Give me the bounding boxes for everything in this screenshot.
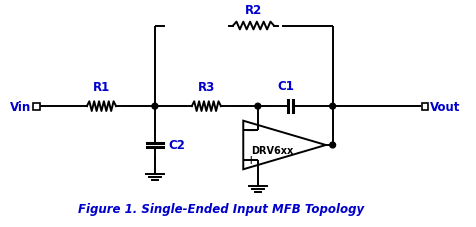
Text: C2: C2 xyxy=(168,139,185,152)
Text: C1: C1 xyxy=(277,79,294,92)
Text: DRV6xx: DRV6xx xyxy=(251,145,293,155)
Bar xyxy=(421,103,427,110)
Circle shape xyxy=(152,104,158,110)
Text: R2: R2 xyxy=(244,4,261,17)
Circle shape xyxy=(254,104,260,110)
Text: R3: R3 xyxy=(198,80,215,93)
Text: +: + xyxy=(245,153,256,166)
Circle shape xyxy=(329,104,335,110)
Text: Figure 1. Single-Ended Input MFB Topology: Figure 1. Single-Ended Input MFB Topolog… xyxy=(78,202,363,215)
Text: R1: R1 xyxy=(93,80,110,93)
Text: Vin: Vin xyxy=(10,100,31,113)
Text: Vout: Vout xyxy=(429,100,459,113)
Circle shape xyxy=(329,143,335,148)
Text: −: − xyxy=(245,124,256,137)
Bar xyxy=(33,103,40,110)
